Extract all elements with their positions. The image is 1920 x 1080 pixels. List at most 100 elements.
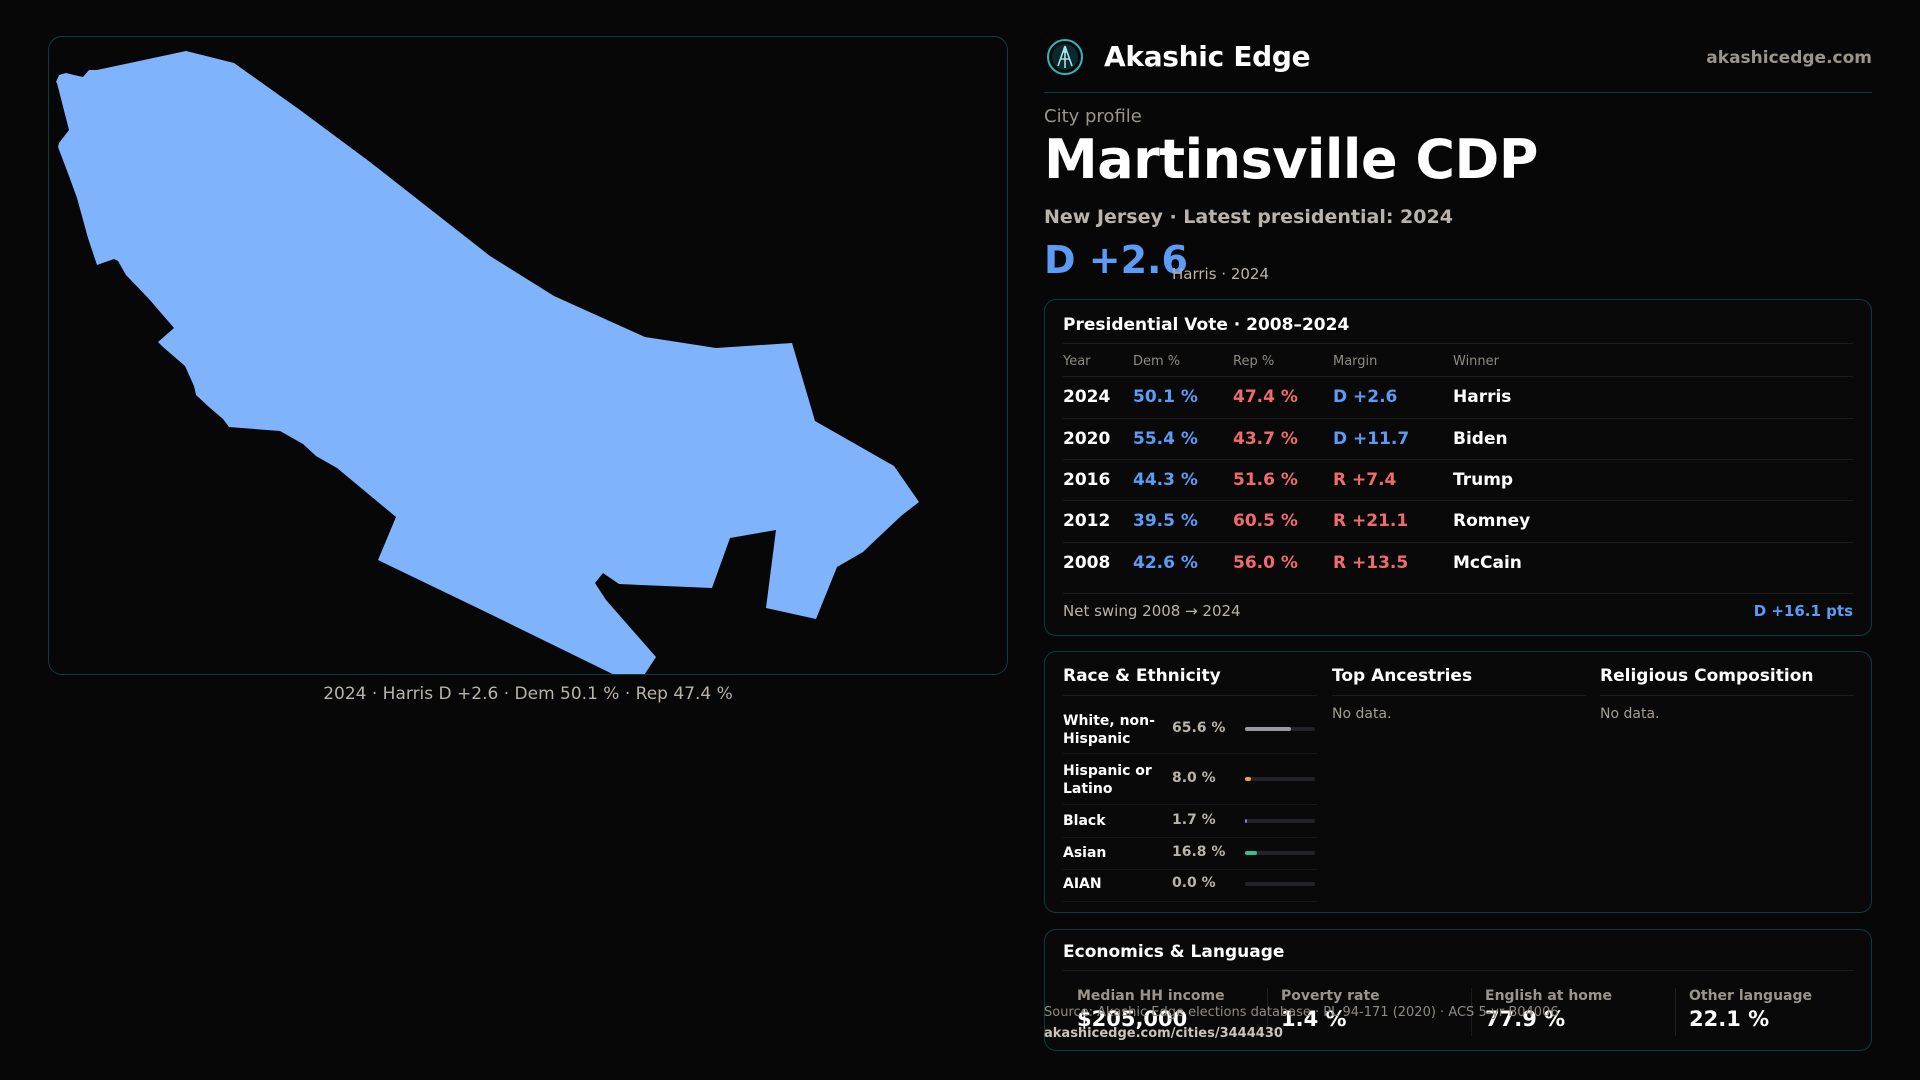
race-bar-fill (1245, 727, 1291, 731)
divider (1471, 988, 1472, 1036)
demographics-card: Race & Ethnicity White, non-Hispanic 65.… (1044, 651, 1872, 913)
divider (1267, 988, 1268, 1036)
row-year: 2012 (1063, 511, 1111, 531)
header-margin: Margin (1333, 354, 1378, 369)
header-dem: Dem % (1133, 354, 1181, 369)
row-dem-pct: 50.1 % (1133, 387, 1198, 407)
divider (1063, 593, 1853, 594)
vote-row: 2008 42.6 % 56.0 % R +13.5 McCain (1063, 542, 1853, 584)
race-pct: 16.8 % (1172, 844, 1226, 860)
race-bar-track (1245, 819, 1315, 823)
row-year: 2008 (1063, 553, 1111, 573)
footer-source: Source: Akashic Edge elections database … (1044, 1005, 1559, 1020)
row-winner: Romney (1453, 511, 1531, 531)
map-caption: 2024 · Harris D +2.6 · Dem 50.1 % · Rep … (323, 684, 733, 704)
row-year: 2020 (1063, 429, 1111, 449)
ancestries-title: Top Ancestries (1332, 666, 1586, 696)
presidential-vote-card: Presidential Vote · 2008–2024 Year Dem %… (1044, 299, 1872, 636)
row-margin: R +13.5 (1333, 553, 1409, 573)
race-bar-track (1245, 727, 1315, 731)
stat-value: 77.9 % (1485, 1007, 1566, 1031)
footer-url-link[interactable]: akashicedge.com/cities/3444430 (1044, 1026, 1283, 1041)
race-bar-fill (1245, 819, 1247, 823)
stat-value: 22.1 % (1689, 1007, 1770, 1031)
profile-kicker: City profile (1044, 106, 1142, 127)
stat-median-income: Median HH income $205,000 (1063, 988, 1253, 1036)
race-label: Black (1063, 813, 1106, 829)
map-panel (48, 36, 1008, 675)
latest-margin: D +2.6 (1044, 238, 1188, 282)
stat-label: Poverty rate (1281, 988, 1380, 1004)
economics-title: Economics & Language (1063, 942, 1285, 962)
race-bar-track (1245, 777, 1315, 781)
vote-row: 2024 50.1 % 47.4 % D +2.6 Harris (1063, 376, 1853, 418)
row-year: 2016 (1063, 470, 1111, 490)
divider (1675, 988, 1676, 1036)
race-pct: 8.0 % (1172, 770, 1216, 786)
row-winner: Biden (1453, 429, 1508, 449)
row-dem-pct: 44.3 % (1133, 470, 1198, 490)
race-title: Race & Ethnicity (1063, 666, 1317, 696)
economics-card: Economics & Language Median HH income $2… (1044, 929, 1872, 1051)
stat-value: $205,000 (1077, 1007, 1188, 1031)
vote-row: 2016 44.3 % 51.6 % R +7.4 Trump (1063, 459, 1853, 501)
header-divider (1044, 92, 1872, 93)
page-title: Martinsville CDP (1044, 128, 1538, 191)
religion-empty: No data. (1600, 706, 1660, 722)
religion-section: Religious Composition No data. (1600, 666, 1854, 722)
race-label: White, non-Hispanic (1063, 713, 1155, 747)
race-pct: 0.0 % (1172, 875, 1216, 891)
race-bar-fill (1245, 777, 1251, 781)
vote-table-header: Year Dem % Rep % Margin Winner (1063, 352, 1853, 376)
header-rep: Rep % (1233, 354, 1275, 369)
row-margin: R +7.4 (1333, 470, 1397, 490)
stat-label: Other language (1689, 988, 1812, 1004)
header-year: Year (1063, 354, 1091, 369)
stat-english-at-home: English at home 77.9 % (1471, 988, 1661, 1036)
vote-card-title: Presidential Vote · 2008–2024 (1063, 315, 1350, 335)
divider (1063, 970, 1853, 971)
header-winner: Winner (1453, 354, 1500, 369)
net-swing-value: D +16.1 pts (1753, 602, 1853, 620)
race-bar-fill (1245, 851, 1257, 855)
row-dem-pct: 55.4 % (1133, 429, 1198, 449)
row-rep-pct: 56.0 % (1233, 553, 1298, 573)
stat-value: 1.4 % (1281, 1007, 1347, 1031)
divider (1063, 343, 1853, 344)
ancestries-empty: No data. (1332, 706, 1392, 722)
stat-label: English at home (1485, 988, 1613, 1004)
row-rep-pct: 60.5 % (1233, 511, 1298, 531)
race-row: AIAN 0.0 % (1063, 870, 1317, 902)
ancestries-section: Top Ancestries No data. (1332, 666, 1586, 722)
race-bar-track (1245, 882, 1315, 886)
akashic-edge-logo-icon (1047, 39, 1083, 75)
net-swing-label: Net swing 2008 → 2024 (1063, 602, 1241, 620)
brand-url-link[interactable]: akashicedge.com (1706, 48, 1872, 68)
page-subtitle: New Jersey · Latest presidential: 2024 (1044, 206, 1453, 228)
race-row: Hispanic or Latino 8.0 % (1063, 755, 1317, 805)
religion-title: Religious Composition (1600, 666, 1854, 696)
latest-margin-note: Harris · 2024 (1172, 265, 1270, 283)
race-label: Asian (1063, 845, 1107, 861)
row-rep-pct: 51.6 % (1233, 470, 1298, 490)
row-rep-pct: 47.4 % (1233, 387, 1298, 407)
row-rep-pct: 43.7 % (1233, 429, 1298, 449)
race-label: Hispanic or Latino (1063, 763, 1152, 797)
row-dem-pct: 39.5 % (1133, 511, 1198, 531)
race-row: Asian 16.8 % (1063, 838, 1317, 870)
race-label: AIAN (1063, 876, 1102, 892)
row-margin: D +2.6 (1333, 387, 1398, 407)
city-boundary-shape[interactable] (56, 51, 919, 675)
city-boundary-map (56, 51, 919, 675)
row-dem-pct: 42.6 % (1133, 553, 1198, 573)
row-winner: Trump (1453, 470, 1514, 490)
stat-poverty-rate: Poverty rate 1.4 % (1267, 988, 1457, 1036)
row-margin: R +21.1 (1333, 511, 1409, 531)
row-winner: McCain (1453, 553, 1522, 573)
brand-header: Akashic Edge akashicedge.com (1044, 36, 1872, 92)
race-pct: 1.7 % (1172, 812, 1216, 828)
row-year: 2024 (1063, 387, 1111, 407)
race-ethnicity-section: Race & Ethnicity White, non-Hispanic 65.… (1063, 666, 1317, 906)
stat-label: Median HH income (1077, 988, 1225, 1004)
vote-row: 2020 55.4 % 43.7 % D +11.7 Biden (1063, 418, 1853, 460)
